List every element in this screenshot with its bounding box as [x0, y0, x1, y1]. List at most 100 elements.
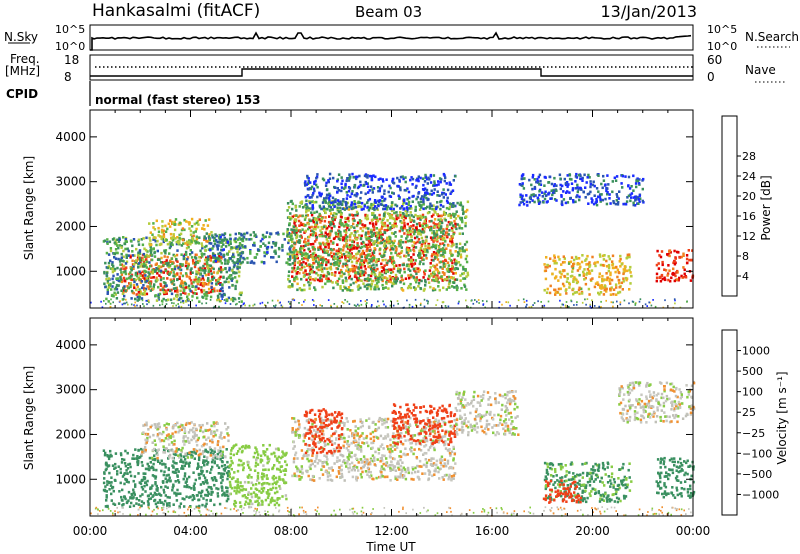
range-gate-cell [304, 203, 307, 207]
range-gate-cell [299, 221, 303, 225]
range-gate-cell [453, 215, 456, 218]
range-gate-cell [175, 242, 179, 246]
range-gate-cell [210, 286, 213, 289]
range-gate-cell [346, 235, 349, 239]
range-gate-cell [314, 260, 318, 263]
range-gate-cell [350, 203, 353, 207]
range-gate-cell [210, 282, 214, 285]
range-gate-cell [413, 241, 416, 244]
range-gate-cell [372, 255, 376, 258]
range-gate-cell [331, 281, 334, 284]
range-gate-cell [133, 263, 136, 266]
range-gate-cell [286, 232, 289, 236]
range-gate-cell [307, 188, 310, 191]
range-gate-cell [178, 275, 181, 279]
range-gate-cell [445, 247, 448, 250]
range-gate-cell [206, 262, 209, 265]
range-gate-cell [465, 254, 469, 258]
range-gate-cell [148, 222, 151, 225]
range-gate-cell [396, 269, 400, 273]
range-gate-cell [434, 256, 437, 259]
range-gate-cell [376, 234, 380, 237]
range-gate-cell [401, 215, 404, 218]
range-gate-cell [318, 279, 322, 283]
range-gate-cell [120, 252, 123, 256]
range-gate-cell [382, 214, 386, 217]
range-gate-cell [393, 239, 396, 243]
range-gate-cell [426, 192, 429, 195]
range-gate-cell [316, 185, 319, 189]
range-gate-cell [341, 301, 343, 303]
range-gate-cell [403, 270, 406, 274]
range-gate-cell [379, 177, 382, 181]
range-gate-cell [167, 473, 170, 477]
range-gate-cell [430, 193, 434, 196]
range-gate-cell [331, 208, 334, 211]
range-gate-cell [178, 221, 181, 225]
range-gate-cell [555, 189, 558, 192]
range-gate-cell [179, 262, 182, 266]
range-gate-cell [367, 199, 370, 202]
range-gate-cell [305, 199, 308, 203]
range-gate-cell [584, 282, 588, 286]
range-gate-cell [229, 233, 232, 237]
range-gate-cell [443, 272, 446, 275]
range-gate-cell [159, 304, 161, 307]
range-gate-cell [317, 268, 320, 272]
range-gate-cell [388, 241, 391, 245]
range-gate-cell [217, 252, 220, 256]
range-gate-cell [561, 269, 565, 273]
range-gate-cell [446, 188, 450, 192]
range-gate-cell [344, 286, 347, 290]
range-gate-cell [450, 214, 453, 217]
range-gate-cell [397, 302, 399, 305]
range-gate-cell [430, 272, 433, 276]
range-gate-cell [661, 277, 664, 281]
range-gate-cell [457, 251, 460, 254]
range-gate-cell [559, 187, 562, 191]
range-gate-cell [339, 287, 342, 290]
range-gate-cell [544, 266, 547, 269]
range-gate-cell [171, 279, 175, 283]
range-gate-cell [221, 289, 224, 293]
range-gate-cell [370, 228, 373, 232]
range-gate-cell [151, 233, 154, 236]
range-gate-cell [110, 298, 112, 301]
range-gate-cell [103, 271, 106, 275]
range-gate-cell [104, 285, 107, 289]
range-gate-cell [342, 262, 345, 266]
range-gate-cell [240, 261, 243, 265]
range-gate-cell [310, 229, 313, 233]
range-gate-cell [320, 232, 324, 236]
range-gate-cell [618, 285, 621, 289]
range-gate-cell [459, 263, 462, 267]
range-gate-cell [361, 271, 364, 275]
range-gate-cell [395, 248, 398, 251]
range-gate-cell [507, 301, 510, 304]
range-gate-cell [191, 237, 195, 241]
range-gate-cell [140, 447, 143, 451]
range-gate-cell [141, 488, 145, 491]
range-gate-cell [200, 281, 203, 285]
range-gate-cell [320, 219, 323, 223]
range-gate-cell [595, 203, 599, 207]
range-gate-cell [168, 259, 172, 263]
range-gate-cell [144, 287, 148, 291]
range-gate-cell [222, 248, 225, 251]
range-gate-cell [138, 249, 142, 252]
range-gate-cell [219, 282, 222, 285]
range-gate-cell [158, 274, 161, 277]
range-gate-cell [158, 258, 161, 261]
range-gate-cell [405, 237, 408, 240]
range-gate-cell [153, 228, 157, 231]
range-gate-cell [656, 249, 659, 253]
range-gate-cell [220, 293, 223, 297]
range-gate-cell [327, 205, 331, 208]
range-gate-cell [466, 200, 470, 204]
range-gate-cell [364, 300, 367, 303]
range-gate-cell [354, 231, 357, 234]
range-gate-cell [417, 179, 420, 183]
range-gate-cell [334, 271, 337, 274]
range-gate-cell [393, 280, 396, 283]
range-gate-cell [369, 278, 372, 281]
